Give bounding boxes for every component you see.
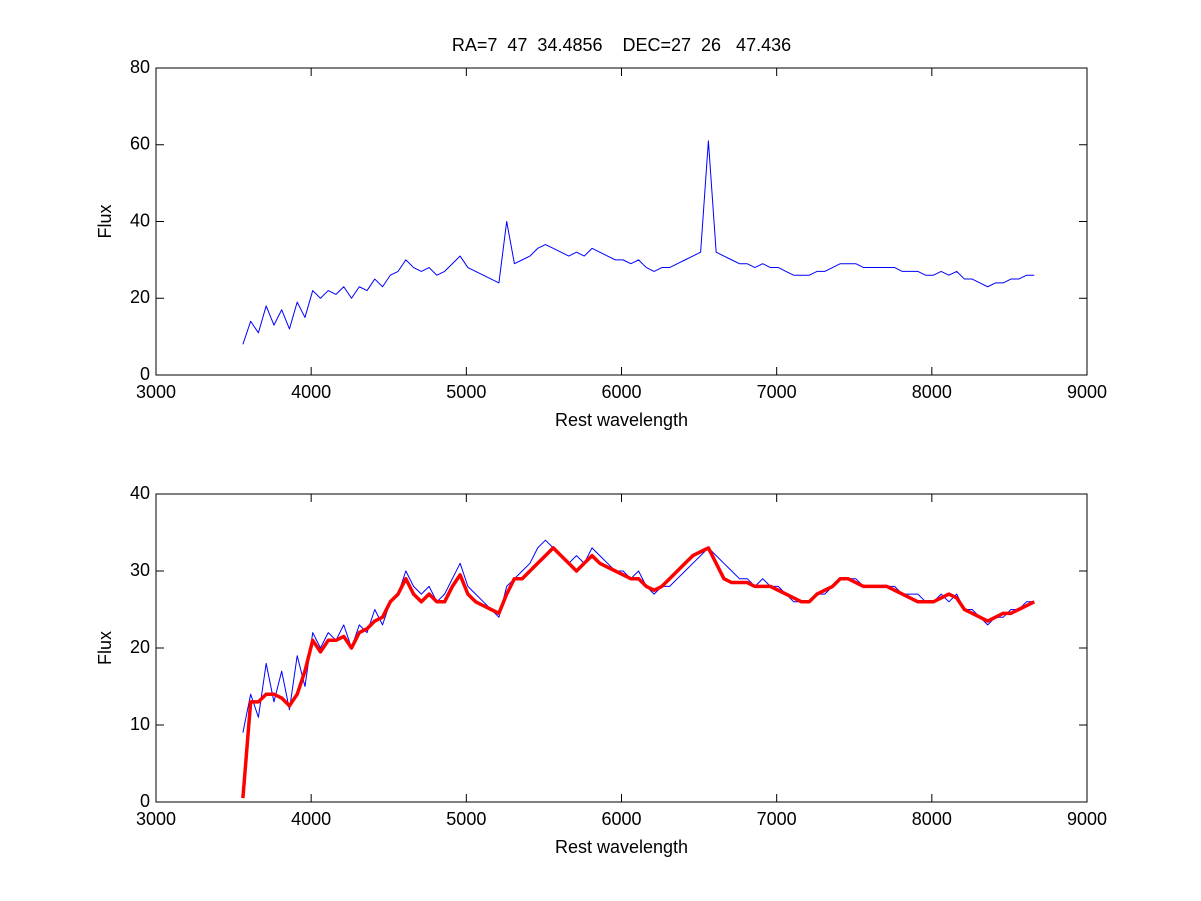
x-tick-label: 3000 — [136, 382, 176, 402]
x-tick-label: 6000 — [601, 382, 641, 402]
y-tick-label: 0 — [140, 364, 150, 384]
x-tick-label: 7000 — [757, 382, 797, 402]
x-tick-label: 5000 — [446, 809, 486, 829]
x-tick-label: 7000 — [757, 809, 797, 829]
x-tick-label: 5000 — [446, 382, 486, 402]
y-tick-label: 40 — [130, 210, 150, 230]
y-tick-label: 30 — [130, 560, 150, 580]
x-tick-label: 4000 — [291, 809, 331, 829]
x-tick-label: 6000 — [601, 809, 641, 829]
y-tick-label: 20 — [130, 287, 150, 307]
plot-area — [156, 494, 1087, 802]
y-tick-label: 0 — [140, 791, 150, 811]
data-line — [241, 546, 1036, 799]
x-tick-label: 8000 — [912, 809, 952, 829]
chart-title: RA=7 47 34.4856 DEC=27 26 47.436 — [452, 35, 791, 55]
y-tick-label: 40 — [130, 483, 150, 503]
data-line — [242, 140, 1035, 345]
y-tick-label: 20 — [130, 637, 150, 657]
x-axis-label: Rest wavelength — [555, 837, 688, 857]
y-tick-label: 10 — [130, 714, 150, 734]
y-tick-label: 60 — [130, 134, 150, 154]
x-tick-label: 3000 — [136, 809, 176, 829]
x-tick-label: 9000 — [1067, 382, 1107, 402]
x-tick-label: 4000 — [291, 382, 331, 402]
y-axis-label: Flux — [95, 204, 115, 238]
y-axis-label: Flux — [95, 631, 115, 665]
y-tick-label: 80 — [130, 57, 150, 77]
x-tick-label: 9000 — [1067, 809, 1107, 829]
plot-area — [156, 68, 1087, 375]
x-axis-label: Rest wavelength — [555, 410, 688, 430]
x-tick-label: 8000 — [912, 382, 952, 402]
